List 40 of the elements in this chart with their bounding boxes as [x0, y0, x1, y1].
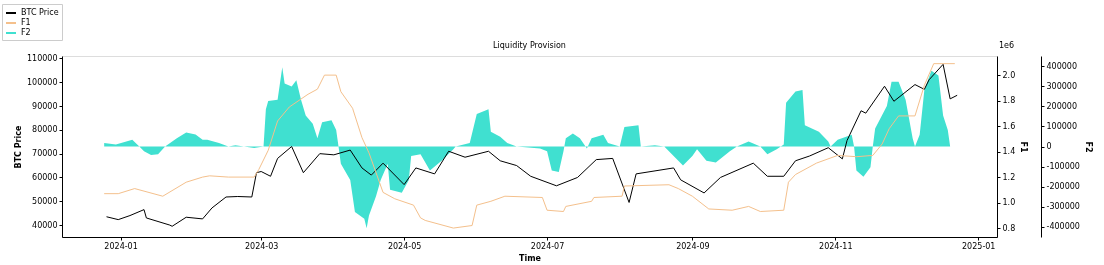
y2-tick-label: 1.8 [1002, 96, 1016, 106]
y-tick-label: 70000 [32, 149, 58, 159]
y2-tick-label: 0.8 [1002, 223, 1016, 233]
x-axis-title: Time [519, 253, 542, 263]
y3-tick-label: -100000 [1046, 162, 1080, 172]
y2-tick-label: 2.0 [1002, 70, 1016, 80]
y2-tick-label: 1.2 [1002, 172, 1016, 182]
y3-tick-label: 100000 [1046, 121, 1078, 131]
y3-axis-title: F2 [1083, 141, 1093, 153]
y3-tick-label: 400000 [1046, 61, 1078, 71]
y2-tick-label: 1.0 [1002, 198, 1016, 208]
x-tick-label: 2024-05 [387, 241, 422, 251]
legend-label: BTC Price [21, 8, 59, 17]
y-tick-label: 110000 [26, 53, 58, 63]
y3-tick-label: 300000 [1046, 81, 1078, 91]
y2-tick-label: 1.6 [1002, 121, 1016, 131]
y3-tick-label: 200000 [1046, 101, 1078, 111]
text: 1e6 [999, 41, 1015, 50]
legend-label: F1 [21, 18, 31, 27]
chart-title: Liquidity Provision [493, 40, 566, 50]
x-tick-label: 2024-01 [104, 241, 138, 251]
y-tick-label: 80000 [32, 125, 58, 135]
y-tick-label: 90000 [32, 101, 58, 111]
y2-tick-label: 1.4 [1002, 147, 1016, 157]
y3-tick-label: -400000 [1046, 222, 1080, 232]
y-tick-label: 100000 [26, 77, 58, 87]
x-tick-label: 2024-03 [244, 241, 279, 251]
y2-axis-title: F1 [1019, 141, 1029, 153]
y3-tick-label: -300000 [1046, 202, 1080, 212]
x-tick-label: 2024-09 [676, 241, 710, 251]
x-tick-label: 2024-07 [530, 241, 565, 251]
x-tick-label: 2025-01 [962, 241, 996, 251]
legend-label: F2 [21, 28, 31, 37]
y-tick-label: 50000 [32, 196, 58, 206]
x-tick-label: 2024-11 [819, 241, 853, 251]
y3-tick-label: -200000 [1046, 182, 1080, 192]
y3-tick-label: 0 [1046, 142, 1052, 151]
y-tick-label: 40000 [32, 220, 58, 230]
y-tick-label: 60000 [32, 172, 58, 182]
y-axis-title: BTC Price [13, 124, 23, 169]
